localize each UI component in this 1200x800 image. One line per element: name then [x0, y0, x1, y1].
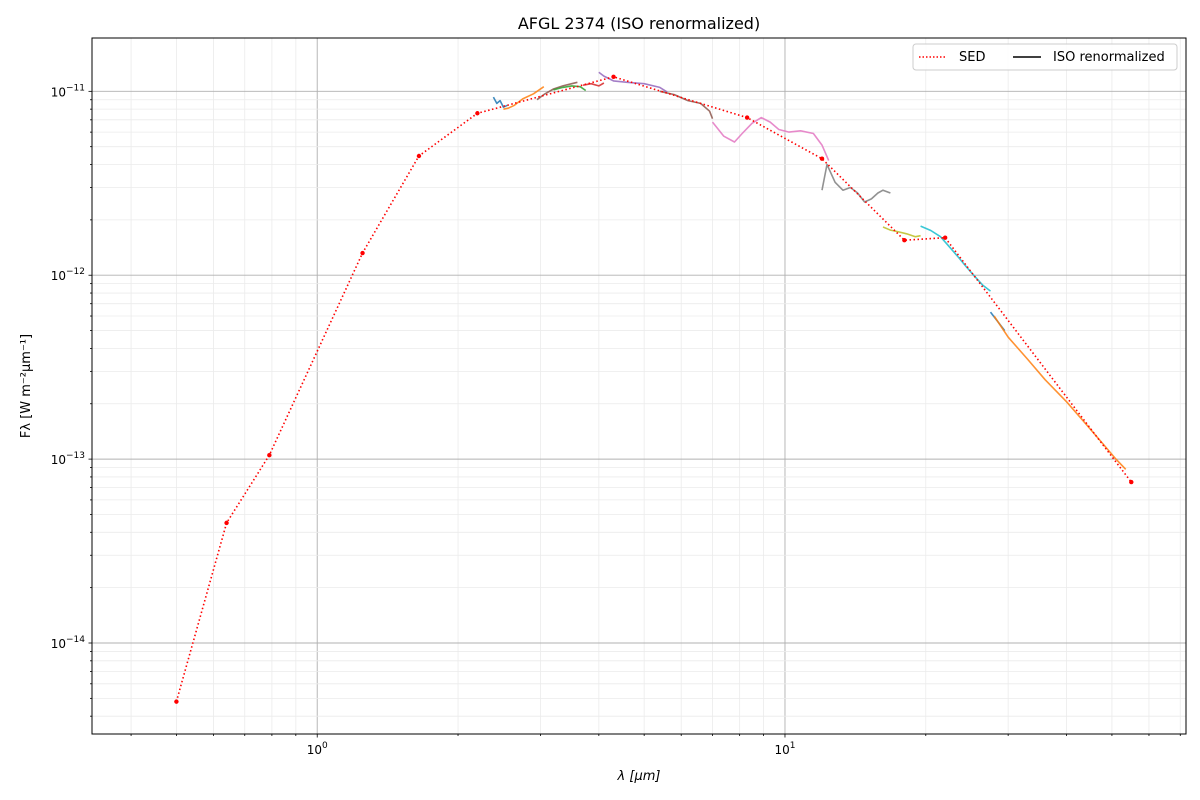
- iso-segment-line: [882, 226, 921, 238]
- legend: SED ISO renormalized: [912, 43, 1178, 71]
- iso-segment-line: [993, 315, 1127, 470]
- iso-segment-line: [553, 85, 587, 92]
- sed-line: [175, 75, 1132, 702]
- sed-point: [744, 115, 750, 120]
- iso-segment-line: [582, 82, 605, 87]
- sed-point: [360, 250, 365, 256]
- chart-title: AFGL 2374 (ISO renormalized): [518, 14, 760, 33]
- axis-ticks: [88, 90, 1181, 738]
- legend-box: [912, 43, 1178, 71]
- plot-frame: [91, 37, 1187, 735]
- iso-segment-line: [598, 71, 668, 93]
- sed-point: [819, 156, 825, 161]
- y-axis-label: Fλ [W m⁻²μm⁻¹]: [19, 334, 34, 438]
- sed-point: [475, 111, 480, 116]
- sed-point: [224, 520, 229, 526]
- legend-sed-label: SED: [959, 50, 985, 65]
- sed-point: [267, 453, 272, 458]
- sed-point: [416, 153, 422, 159]
- sed-point: [942, 235, 948, 240]
- iso-segment-line: [659, 90, 714, 119]
- iso-segment-line: [711, 116, 830, 161]
- grid: [92, 38, 1186, 734]
- iso-segment-line: [503, 86, 545, 110]
- data-layer: [174, 71, 1134, 704]
- sed-point: [902, 238, 907, 243]
- sed-point: [1129, 479, 1134, 485]
- iso-segment-line: [920, 225, 991, 292]
- sed-point: [174, 699, 179, 704]
- legend-iso-label: ISO renormalized: [1053, 50, 1165, 65]
- sed-point: [611, 74, 616, 79]
- x-axis-label: λ [μm]: [617, 769, 661, 784]
